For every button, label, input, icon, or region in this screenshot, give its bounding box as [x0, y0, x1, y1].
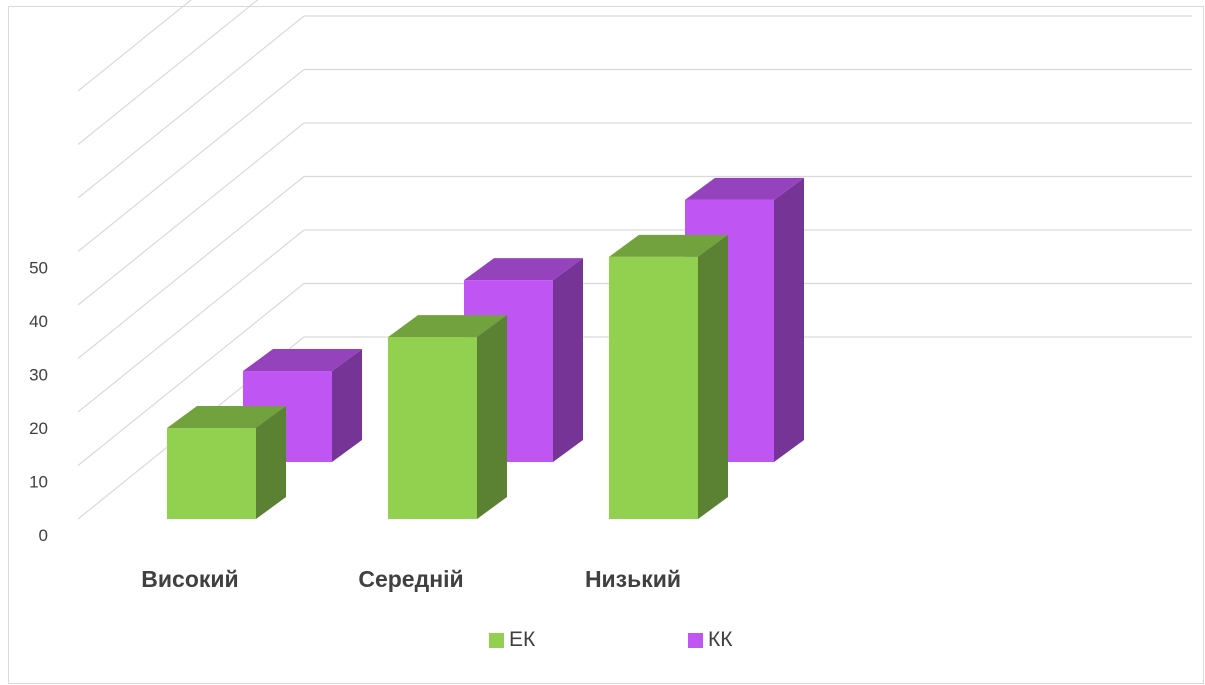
bar-side-face	[256, 406, 286, 519]
bar-top-face	[388, 315, 507, 338]
legend-swatch-ek	[489, 632, 504, 648]
gridline-side	[77, 0, 192, 92]
x-category-label: Середній	[358, 566, 463, 592]
y-tick-label: 40	[29, 312, 48, 331]
bar-ek-2	[609, 234, 728, 519]
chart-area	[8, 6, 1204, 684]
gridline-side	[77, 283, 305, 466]
legend-item-kk[interactable]: КК	[688, 628, 732, 652]
bar-top-face	[243, 349, 362, 372]
y-tick-label: 50	[29, 259, 48, 278]
bar-ek-1	[388, 315, 507, 519]
y-tick-label: 10	[29, 473, 48, 492]
gridline-side	[77, 176, 305, 359]
legend-item-ek[interactable]: ЕК	[489, 628, 535, 652]
bar-ek-0	[167, 406, 286, 519]
gridline-side	[77, 69, 305, 252]
legend-label-kk: КК	[708, 628, 733, 651]
legend-swatch-kk	[688, 632, 703, 648]
y-tick-label: 30	[29, 366, 48, 385]
bar-side-face	[553, 258, 583, 462]
bar-top-face	[464, 258, 583, 281]
bar-top-face	[609, 234, 728, 257]
legend-label-ek: ЕК	[509, 628, 536, 651]
bar-side-face	[698, 234, 728, 519]
gridline-side	[77, 0, 259, 145]
x-axis-categories: Високий Середній Низький	[141, 566, 681, 592]
y-tick-label: 20	[29, 419, 48, 438]
bar-front-face	[167, 428, 256, 519]
bar-side-face	[332, 349, 362, 462]
bar-top-face	[167, 406, 286, 429]
bar-top-face	[685, 177, 804, 200]
bar-front-face	[388, 337, 477, 519]
gridline-side	[77, 229, 305, 413]
gridline-side	[77, 122, 305, 306]
bars	[167, 177, 804, 519]
x-category-label: Низький	[585, 566, 681, 592]
x-category-label: Високий	[141, 566, 238, 592]
gridlines	[77, 0, 1192, 520]
bar-side-face	[774, 177, 804, 462]
gridline-side	[77, 15, 305, 199]
y-tick-label: 0	[39, 526, 48, 545]
bar-front-face	[609, 256, 698, 519]
y-axis-ticks: 0 10 20 30 40 50	[29, 259, 48, 546]
bar-side-face	[477, 315, 507, 519]
